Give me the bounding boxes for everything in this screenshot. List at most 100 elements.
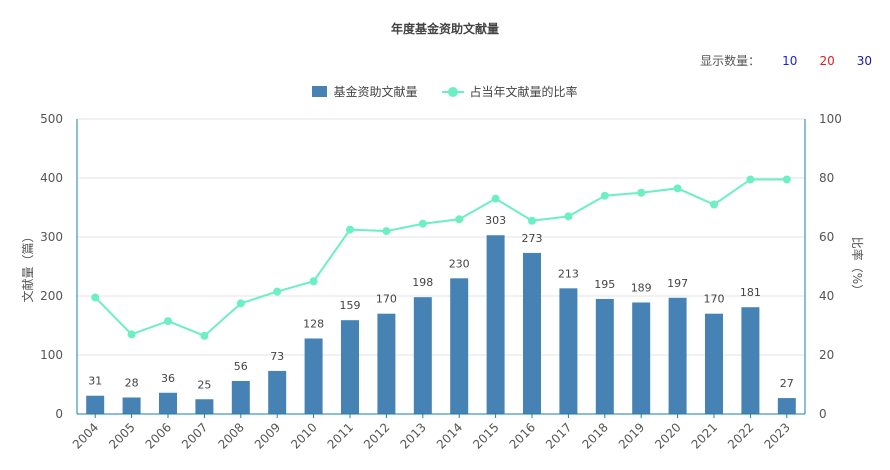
- chart-title: 年度基金资助文献量: [390, 22, 499, 36]
- bar-value-label: 159: [340, 299, 361, 312]
- bar-value-label: 181: [740, 286, 761, 299]
- ratio-point: [673, 184, 682, 193]
- bar-value-label: 28: [125, 376, 139, 389]
- x-tick-label: 2012: [361, 420, 392, 451]
- bar-value-label: 273: [522, 232, 543, 245]
- x-tick-label: 2016: [507, 420, 538, 451]
- x-tick-label: 2011: [325, 420, 356, 451]
- y-tick-label: 300: [40, 230, 63, 244]
- x-tick-label: 2019: [616, 420, 647, 451]
- bar-value-label: 213: [558, 267, 579, 280]
- ratio-point: [346, 225, 354, 234]
- x-tick-label: 2022: [725, 420, 756, 451]
- legend-item-line-series[interactable]: 占当年文献量的比率: [441, 83, 578, 100]
- y2-tick-label: 100: [819, 112, 842, 126]
- chart-legend: 基金资助文献量 占当年文献量的比率: [0, 83, 890, 100]
- ratio-point: [273, 287, 282, 296]
- ratio-point: [637, 188, 646, 197]
- bar-value-label: 73: [270, 350, 284, 363]
- x-tick-label: 2021: [689, 420, 720, 451]
- bar: [231, 380, 250, 414]
- x-tick-label: 2005: [106, 420, 137, 451]
- bar: [705, 313, 723, 414]
- bar-value-label: 128: [303, 317, 324, 330]
- y-axis-title: 文献量（篇）: [20, 230, 35, 302]
- bar-value-label: 189: [631, 281, 652, 294]
- y2-tick-label: 0: [819, 407, 827, 421]
- bar: [777, 398, 796, 414]
- bar: [341, 320, 359, 414]
- ratio-point: [127, 330, 136, 339]
- ratio-point: [236, 299, 245, 308]
- x-tick-label: 2014: [434, 420, 465, 451]
- y-tick-label: 200: [40, 289, 63, 303]
- ratio-point: [200, 331, 209, 340]
- bar-value-label: 195: [594, 278, 615, 291]
- x-tick-label: 2006: [143, 420, 174, 451]
- ratio-point: [491, 194, 500, 203]
- bar-value-label: 25: [197, 378, 211, 391]
- bar-value-label: 27: [780, 377, 794, 390]
- bar-value-label: 197: [667, 277, 688, 290]
- ratio-point: [418, 219, 427, 228]
- x-tick-label: 2015: [470, 420, 501, 451]
- ratio-point: [382, 227, 391, 236]
- ratio-point: [528, 216, 536, 225]
- y2-tick-label: 80: [819, 171, 834, 185]
- bar: [741, 307, 760, 414]
- legend-line-label: 占当年文献量的比率: [469, 85, 578, 99]
- ratio-point: [782, 175, 791, 184]
- x-tick-label: 2004: [70, 420, 101, 451]
- x-tick-label: 2023: [761, 420, 792, 451]
- ratio-line: [94, 178, 787, 337]
- y2-tick-label: 20: [819, 348, 834, 362]
- x-tick-label: 2007: [179, 420, 210, 451]
- legend-bar-swatch: [312, 86, 328, 97]
- y-tick-label: 500: [40, 112, 63, 126]
- bar: [195, 399, 214, 414]
- bar: [413, 297, 432, 414]
- bar: [304, 338, 323, 414]
- display-count-option-20[interactable]: 20: [819, 53, 835, 68]
- y-tick-label: 100: [40, 348, 63, 362]
- x-tick-label: 2013: [397, 420, 428, 451]
- bar: [268, 370, 287, 414]
- display-count-option-30[interactable]: 30: [856, 53, 872, 68]
- y-tick-label: 0: [55, 407, 63, 421]
- bar-value-label: 303: [485, 214, 506, 227]
- display-count-selector: 显示数量： 10 20 30: [700, 52, 872, 69]
- display-count-option-10[interactable]: 10: [782, 53, 798, 68]
- bar-value-label: 198: [412, 276, 433, 289]
- ratio-point: [309, 277, 318, 286]
- display-count-label: 显示数量：: [700, 54, 761, 68]
- x-tick-label: 2018: [579, 420, 610, 451]
- x-tick-label: 2020: [652, 420, 683, 451]
- ratio-point: [600, 191, 609, 200]
- y2-tick-label: 40: [819, 289, 834, 303]
- bar: [523, 252, 541, 414]
- x-tick-label: 2017: [543, 420, 574, 451]
- bar-value-label: 31: [88, 375, 102, 388]
- bar: [450, 278, 469, 414]
- bar: [122, 397, 141, 414]
- y2-axis-title: 比率（%）: [850, 237, 865, 296]
- legend-line-swatch: [441, 86, 464, 97]
- ratio-point: [746, 175, 755, 184]
- bar-value-label: 170: [704, 293, 725, 306]
- y2-tick-label: 60: [819, 230, 834, 244]
- x-tick-label: 2010: [288, 420, 319, 451]
- bar-value-label: 36: [161, 372, 175, 385]
- legend-item-bar-series[interactable]: 基金资助文献量: [312, 83, 418, 100]
- bar: [559, 288, 578, 414]
- bar: [632, 302, 651, 414]
- bar: [86, 395, 105, 414]
- bar-value-label: 56: [234, 360, 248, 373]
- ratio-point: [164, 317, 172, 326]
- x-tick-label: 2008: [215, 420, 246, 451]
- bar-value-label: 230: [449, 257, 470, 270]
- ratio-point: [710, 200, 718, 209]
- bar: [595, 298, 614, 414]
- x-tick-label: 2009: [252, 420, 283, 451]
- ratio-point: [455, 215, 464, 224]
